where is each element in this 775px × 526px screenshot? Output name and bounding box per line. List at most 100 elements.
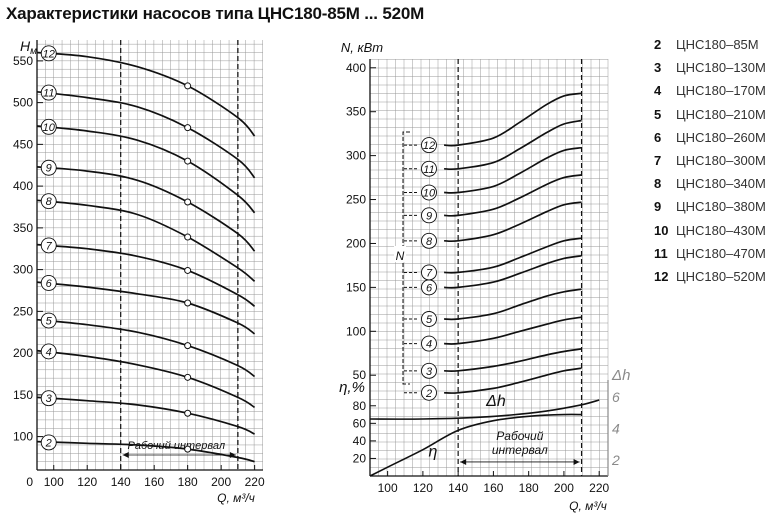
legend-pump-name: ЦНС180–210М <box>676 106 766 122</box>
power-curve-2 <box>444 367 582 394</box>
power-curve-10 <box>444 146 582 194</box>
head-curve-label: 8 <box>46 196 53 208</box>
head-x-tick-label: 180 <box>178 475 198 489</box>
legend-item: 7 ЦНС180–300М <box>654 149 766 172</box>
legend-pump-name: ЦНС180–130М <box>676 60 766 76</box>
head-curve-label-circle <box>40 159 57 176</box>
head-curve-5 <box>36 318 256 378</box>
head-curve-label: 12 <box>43 48 55 60</box>
head-y-tick-label: 450 <box>13 137 33 151</box>
head-curve-label: 2 <box>45 437 52 449</box>
eff-curve-label: η <box>429 444 438 461</box>
head-y-tick-label: 400 <box>13 179 33 193</box>
legend-number: 5 <box>654 106 662 122</box>
legend-number: 2 <box>654 37 662 53</box>
power-y-tick-label: 250 <box>346 193 366 207</box>
head-curve-label-circle <box>40 343 57 360</box>
power-x-axis-label: Q, м³/ч <box>569 499 607 513</box>
power-curve-4 <box>444 316 582 345</box>
head-curve-8 <box>36 199 256 282</box>
power-curve-7 <box>444 237 582 274</box>
head-y-tick-label: 300 <box>13 263 33 277</box>
head-curve-6 <box>36 281 256 335</box>
power-x-tick-label: 120 <box>413 481 433 495</box>
legend-item: 9 ЦНС180–380М <box>654 195 766 218</box>
power-x-tick-label: 160 <box>483 481 503 495</box>
legend-number: 3 <box>654 60 662 76</box>
eff-y-axis-label: η,% <box>339 379 365 396</box>
head-curve-label: 3 <box>46 393 53 405</box>
head-x-tick-label: 200 <box>211 475 231 489</box>
power-curve-label: 5 <box>426 314 433 326</box>
legend-number: 4 <box>654 83 662 99</box>
legend-number: 9 <box>654 199 662 215</box>
head-curve-label-circle <box>40 45 57 62</box>
eff-curve <box>369 413 582 477</box>
head-curve-9 <box>36 166 256 252</box>
legend-pump-name: ЦНС180–85М <box>676 37 759 53</box>
eff-y-tick-label: 80 <box>353 399 367 413</box>
head-curve-11 <box>36 90 256 179</box>
legend-pump-name: ЦНС180–300М <box>676 153 766 169</box>
power-curve-label-circle <box>421 207 437 224</box>
dh-tick-label: 6 <box>612 389 620 405</box>
legend-number: 8 <box>654 176 662 192</box>
head-working-range-arrowhead <box>122 451 129 458</box>
eff-working-range-arrowhead <box>573 458 580 465</box>
head-x-tick-label: 140 <box>111 475 131 489</box>
head-curve-marker <box>184 373 192 381</box>
head-curve-label: 11 <box>43 88 54 100</box>
power-curve-label: 10 <box>423 188 436 200</box>
power-y-tick-label: 300 <box>346 149 366 163</box>
power-curve-label-circle <box>421 184 437 201</box>
power-y-tick-label: 400 <box>346 61 366 75</box>
power-curve-label-circle <box>421 264 437 281</box>
dh-curve <box>369 399 600 420</box>
head-curve-label-circle <box>40 390 57 407</box>
dh-curve-label: Δh <box>485 393 506 410</box>
head-curve-marker <box>184 299 192 307</box>
legend-number: 10 <box>654 222 669 238</box>
dh-axis-label: Δh <box>611 367 630 384</box>
legend-number: 7 <box>654 153 662 169</box>
head-y-tick-label: 550 <box>13 54 33 68</box>
head-curve-label-circle <box>40 312 57 329</box>
head-curve-marker <box>184 198 192 206</box>
eff-y-tick-label: 60 <box>353 416 367 430</box>
power-curve-label: 12 <box>423 140 435 152</box>
head-curve-marker <box>184 445 192 453</box>
power-curve-6 <box>444 254 582 289</box>
legend-pump-name: ЦНС180–380М <box>676 199 766 215</box>
power-curve-label: 3 <box>426 366 433 378</box>
head-curve-10 <box>36 125 256 214</box>
legend-number: 6 <box>654 129 662 145</box>
head-curve-label: 10 <box>43 122 56 134</box>
head-y-axis-unit: м <box>30 46 37 57</box>
power-curve-5 <box>444 288 582 321</box>
power-x-tick-label: 140 <box>448 481 468 495</box>
legend-pump-name: ЦНС180–260М <box>676 129 766 145</box>
head-x-tick-label: 120 <box>77 475 97 489</box>
head-x-tick-label: 160 <box>144 475 164 489</box>
power-y-tick-label: 150 <box>346 280 366 294</box>
legend-pump-name: ЦНС180–340М <box>676 176 766 192</box>
power-curve-label: 6 <box>426 282 433 294</box>
page-title: Характеристики насосов типа ЦНС180-85М .… <box>6 4 425 23</box>
head-curve-7 <box>36 243 256 308</box>
power-y-tick-label: 200 <box>346 236 366 250</box>
head-x-tick-label: 100 <box>44 475 64 489</box>
power-curve-label-circle <box>421 384 437 401</box>
head-curve-marker <box>184 233 192 241</box>
power-y-tick-label: 100 <box>346 324 366 338</box>
head-curve-marker <box>184 82 192 90</box>
head-curve-marker <box>184 409 192 417</box>
head-curve-label-circle <box>40 118 57 135</box>
power-curve-label-circle <box>421 335 437 352</box>
legend-item: 3 ЦНС180–130М <box>654 56 766 79</box>
head-y-tick-label: 500 <box>13 96 33 110</box>
power-curve-label: 8 <box>426 236 433 248</box>
power-curve-label-circle <box>421 311 437 327</box>
head-curve-label-circle <box>40 193 57 210</box>
legend-pump-name: ЦНС180–430М <box>676 222 766 238</box>
